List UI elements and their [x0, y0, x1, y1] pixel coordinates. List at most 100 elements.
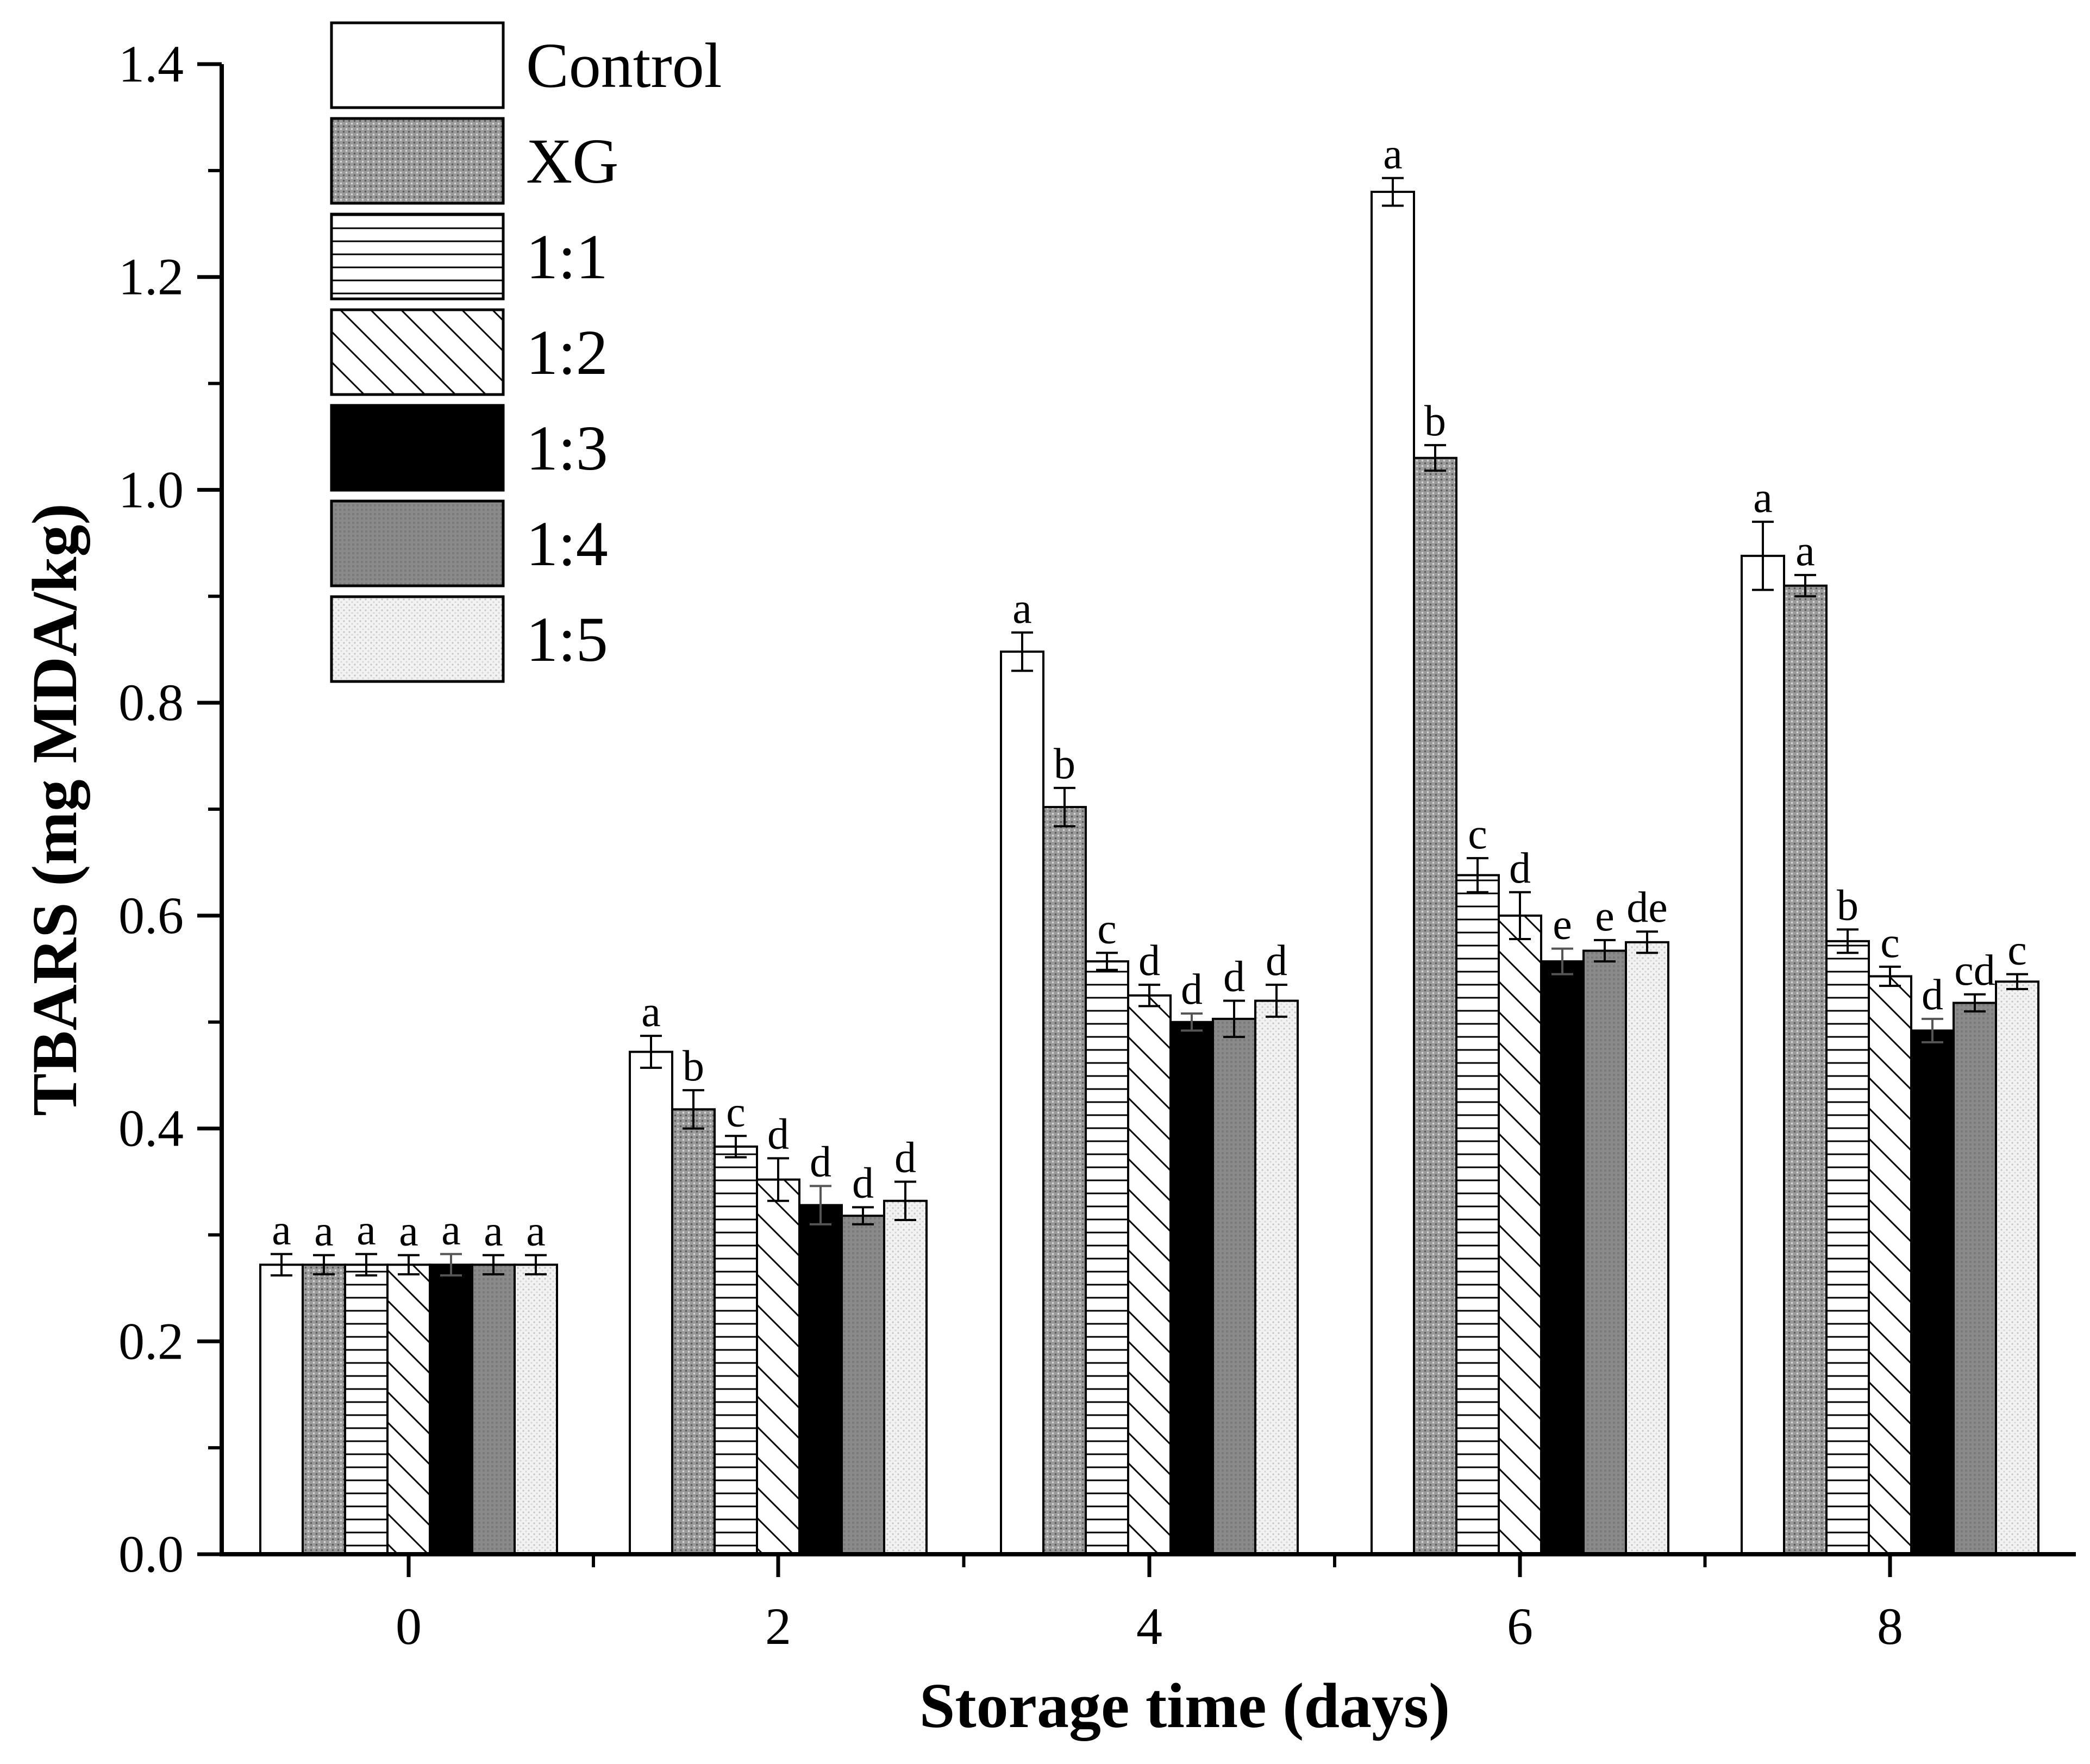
bar	[841, 1215, 885, 1556]
legend: Control XG 1:1 1:2 1:3 1:4 1:5	[330, 21, 722, 683]
bar	[714, 1145, 758, 1556]
bar	[1042, 806, 1087, 1555]
legend-label: 1:5	[526, 604, 608, 675]
significance-label: c	[726, 1088, 746, 1136]
bar	[429, 1263, 473, 1555]
bar	[259, 1263, 304, 1555]
significance-label: a	[399, 1208, 418, 1255]
y-tick-label: 0.2	[118, 1312, 184, 1370]
y-axis-title: TBARS (mg MDA/kg)	[19, 503, 90, 1116]
significance-label: d	[1181, 966, 1203, 1014]
x-tick-label: 8	[1877, 1597, 1903, 1655]
bar	[1371, 191, 1415, 1555]
significance-label: a	[1012, 585, 1032, 633]
significance-label: b	[1837, 881, 1859, 929]
legend-swatch	[330, 404, 505, 492]
significance-label: d	[852, 1160, 874, 1208]
y-tick-label: 1.0	[118, 460, 184, 518]
significance-label: c	[1097, 905, 1117, 953]
legend-label: 1:4	[526, 508, 608, 579]
significance-label: a	[526, 1208, 546, 1255]
axes-layer: 0.0 0.2 0.4 0.6 0.8 1.0 1.2 1.4 0 2 4 6 8	[118, 35, 2076, 1655]
legend-label: 1:1	[526, 221, 608, 292]
bar	[1825, 940, 1870, 1555]
bar	[1995, 980, 2039, 1555]
significance-label: a	[1753, 474, 1773, 522]
significance-label: a	[314, 1208, 334, 1255]
bar	[1413, 456, 1457, 1556]
significance-label: a	[1795, 527, 1815, 575]
significance-label: d	[1509, 845, 1531, 892]
bar	[1254, 999, 1299, 1555]
y-tick-label: 0.4	[118, 1099, 184, 1158]
bar	[514, 1263, 558, 1555]
significance-label: c	[1468, 810, 1487, 858]
bar	[302, 1263, 346, 1555]
bar	[1540, 960, 1585, 1555]
significance-label: d	[810, 1138, 831, 1186]
bar	[1212, 1017, 1256, 1556]
bar	[1000, 650, 1044, 1555]
significance-label: d	[894, 1134, 916, 1182]
bar	[1498, 914, 1542, 1555]
legend-label: XG	[526, 126, 618, 197]
significance-label: c	[2007, 927, 2027, 974]
significance-label: a	[484, 1208, 503, 1255]
significance-label: d	[1138, 937, 1160, 985]
x-tick-label: 0	[396, 1597, 422, 1655]
legend-label: Control	[526, 30, 722, 101]
bar	[1868, 975, 1912, 1555]
legend-swatch	[330, 212, 505, 301]
significance-label: d	[1266, 937, 1287, 985]
y-tick-label: 0.0	[118, 1525, 184, 1583]
y-tick-label: 0.6	[118, 886, 184, 944]
bar	[629, 1050, 673, 1556]
significance-label: a	[441, 1206, 461, 1254]
bar	[1625, 941, 1669, 1555]
y-tick-label: 1.2	[118, 248, 184, 306]
bar	[1783, 584, 1828, 1555]
bar	[1127, 994, 1172, 1555]
legend-label: 1:3	[526, 412, 608, 484]
significance-label: d	[1223, 953, 1245, 1001]
bar	[1169, 1021, 1214, 1555]
x-tick-label: 2	[765, 1597, 791, 1655]
x-axis-title: Storage time (days)	[919, 1670, 1450, 1741]
x-tick-label: 6	[1507, 1597, 1533, 1655]
bar	[344, 1263, 389, 1555]
significance-label: d	[767, 1110, 789, 1158]
bar	[1582, 949, 1627, 1555]
y-tick-label: 0.8	[118, 673, 184, 731]
bar	[386, 1263, 431, 1555]
significance-label: a	[272, 1206, 291, 1254]
significance-label: cd	[1954, 947, 1995, 994]
legend-swatch	[330, 117, 505, 205]
significance-label: b	[683, 1042, 704, 1090]
bar	[471, 1263, 516, 1555]
significance-label: b	[1054, 740, 1075, 788]
legend-swatch	[330, 595, 505, 683]
significance-label: b	[1424, 397, 1446, 445]
significance-label: a	[641, 988, 661, 1036]
significance-label: e	[1595, 892, 1615, 940]
bar	[883, 1199, 928, 1556]
bar	[1953, 1002, 1997, 1555]
legend-swatch	[330, 21, 505, 109]
significance-label: d	[1922, 971, 1943, 1019]
significance-label: e	[1553, 901, 1572, 949]
bar	[1085, 960, 1129, 1555]
significance-label: a	[1383, 130, 1403, 178]
bar	[1910, 1029, 1955, 1555]
significance-label: c	[1880, 919, 1900, 967]
significance-label: a	[356, 1206, 376, 1254]
x-tick-label: 4	[1136, 1597, 1162, 1655]
bar	[671, 1108, 716, 1555]
y-tick-label: 1.4	[118, 35, 184, 93]
legend-swatch	[330, 308, 505, 396]
bar	[1455, 874, 1500, 1555]
legend-label: 1:2	[526, 317, 608, 388]
bar	[798, 1204, 843, 1556]
